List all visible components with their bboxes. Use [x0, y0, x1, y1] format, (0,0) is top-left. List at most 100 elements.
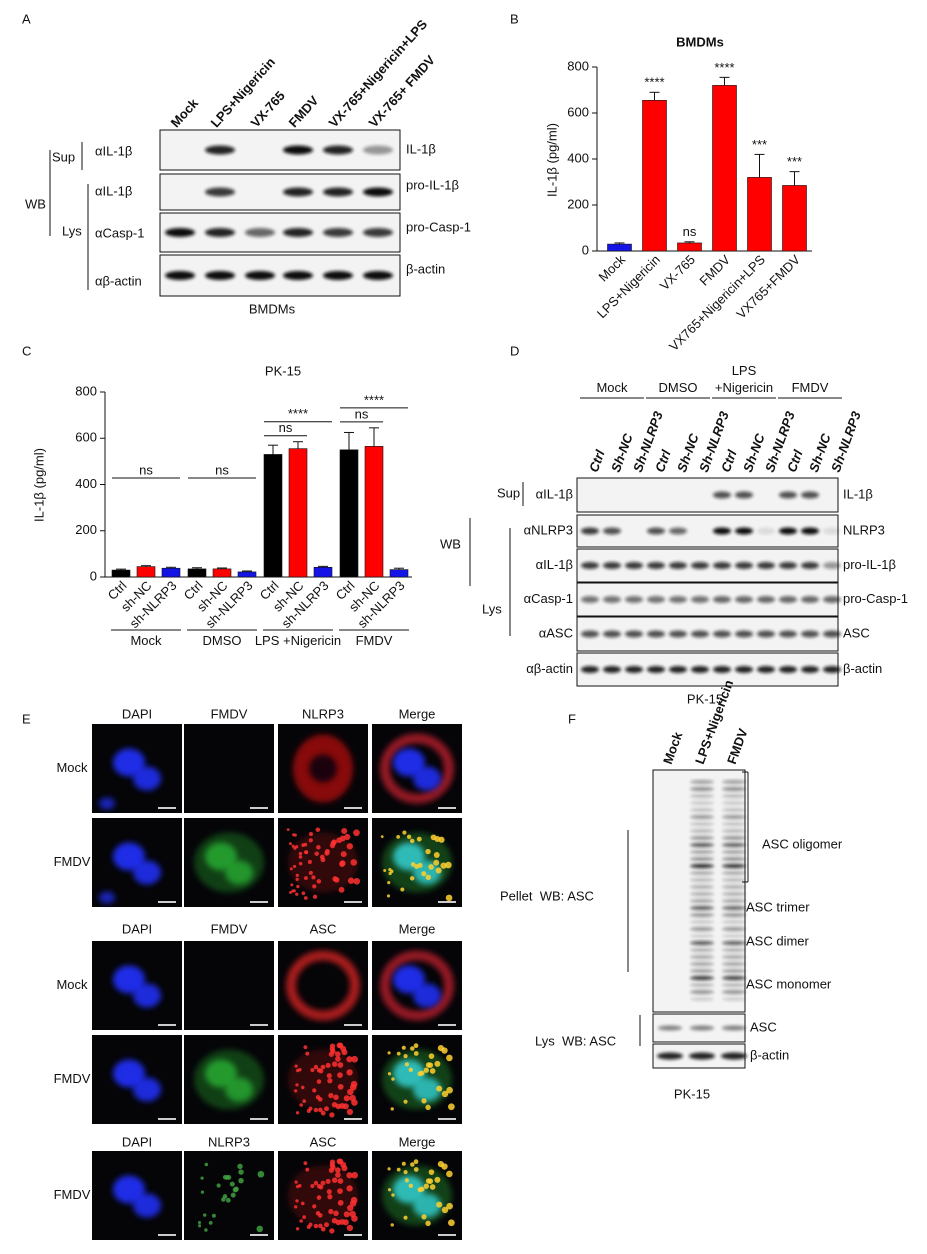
stain-spot — [346, 1069, 353, 1076]
stain-spot — [446, 1086, 453, 1094]
band-label: ASC dimer — [746, 933, 810, 948]
micrograph — [372, 1035, 462, 1124]
stain-spot — [347, 877, 355, 884]
band — [735, 527, 753, 535]
band — [603, 630, 621, 638]
stain-spot — [441, 1206, 449, 1214]
stain-spot — [324, 850, 330, 856]
band — [690, 913, 714, 917]
antibody-label: αNLRP3 — [524, 522, 573, 537]
scale-bar — [158, 1118, 176, 1120]
micrograph — [184, 1035, 274, 1124]
column-label: Merge — [399, 921, 436, 936]
stain-spot — [286, 828, 290, 832]
lane-label: FMDV — [724, 726, 751, 766]
band — [165, 228, 195, 237]
micrograph — [92, 724, 182, 813]
stain-spot — [423, 1067, 430, 1073]
stain-spot — [312, 894, 318, 899]
stain-spot — [302, 1099, 307, 1103]
stain-spot — [337, 1083, 344, 1090]
stain-spot — [313, 1223, 319, 1229]
antibody-label: αIL-1β — [95, 143, 132, 158]
blot-strip — [652, 769, 746, 1013]
stain-spot — [436, 1085, 443, 1092]
stain-spot — [435, 867, 442, 874]
stain-spot — [428, 1169, 435, 1175]
stain-spot — [315, 1211, 321, 1216]
band — [690, 815, 714, 819]
stain-spot — [408, 1183, 414, 1189]
band — [690, 920, 714, 924]
stain-spot — [396, 1051, 401, 1056]
band — [735, 491, 753, 499]
scale-bar — [438, 1024, 456, 1026]
blot-strip — [576, 477, 839, 513]
stain-spot — [346, 1172, 353, 1179]
stain-spot — [289, 867, 293, 871]
stain-spot — [314, 851, 319, 856]
stain-spot — [303, 896, 308, 900]
fraction-label: Lys WB: ASC — [535, 1033, 616, 1048]
band — [691, 666, 709, 673]
stain-spot — [413, 1159, 419, 1165]
fraction-label: Lys — [482, 601, 502, 616]
band — [722, 927, 746, 931]
stain-spot — [388, 871, 392, 876]
y-tick-label: 800 — [567, 58, 589, 73]
band — [647, 562, 665, 569]
band — [690, 871, 714, 875]
stain-spot — [436, 1201, 443, 1208]
stain — [194, 1049, 264, 1110]
band — [713, 562, 731, 569]
lane-label: FMDV — [286, 93, 322, 131]
group-label: DMSO — [658, 380, 698, 395]
antibody-label: αCasp-1 — [524, 591, 573, 606]
band — [722, 878, 746, 882]
y-tick-label: 0 — [90, 568, 97, 583]
group-label: LPS +Nigericin — [254, 633, 342, 648]
stain-spot — [333, 1094, 339, 1101]
band — [690, 885, 714, 889]
stain-spot — [298, 851, 303, 856]
stain-spot — [438, 836, 445, 843]
band — [722, 836, 746, 840]
micrograph — [278, 818, 368, 907]
stain-spot — [316, 1183, 322, 1189]
band — [779, 596, 797, 603]
antibody-label: αβ-actin — [95, 273, 142, 288]
row-label: FMDV — [54, 1071, 91, 1086]
stain-spot — [421, 871, 427, 877]
column-label: DAPI — [122, 921, 152, 936]
band — [658, 1025, 682, 1031]
bar — [212, 568, 232, 578]
group-label-box: FMDV — [792, 380, 829, 395]
lane-label: Mock — [660, 729, 686, 766]
group-label: Mock — [596, 380, 628, 395]
stain-spot — [347, 1204, 354, 1212]
panel-letter: C — [22, 343, 31, 358]
stain — [113, 842, 145, 871]
band — [691, 562, 709, 569]
stain-spot — [403, 1099, 408, 1104]
stain-spot — [292, 864, 297, 868]
band — [691, 596, 709, 603]
band — [581, 630, 599, 638]
stain-spot — [403, 1170, 408, 1175]
band — [722, 801, 746, 805]
stain-spot — [312, 1088, 317, 1093]
stain-spot — [311, 875, 316, 880]
panel-letter: B — [510, 11, 519, 26]
stain-spot — [320, 1110, 326, 1116]
band — [690, 948, 714, 952]
micrograph — [278, 1035, 368, 1124]
stain-spot — [308, 838, 313, 843]
stain-spot — [413, 1043, 419, 1049]
band — [690, 878, 714, 882]
stain-spot — [328, 1092, 334, 1099]
micrograph — [184, 941, 274, 1030]
stain-spot — [320, 1180, 326, 1186]
group-label-box: Mock — [130, 633, 161, 648]
band — [690, 857, 714, 861]
antibody-label: αIL-1β — [95, 183, 132, 198]
